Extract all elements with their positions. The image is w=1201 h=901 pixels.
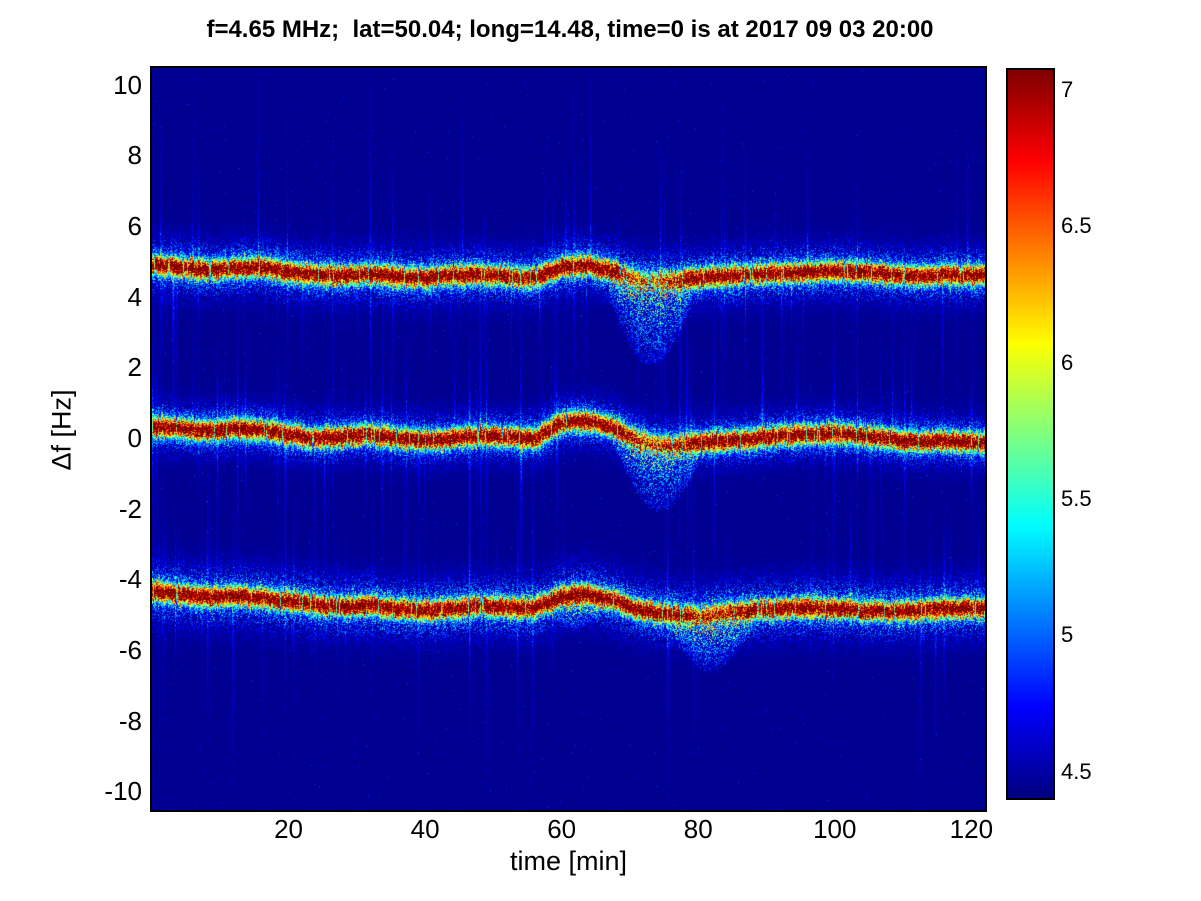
colorbar-canvas (1008, 70, 1053, 798)
y-tick-label: 10 (113, 69, 142, 100)
plot-area (150, 66, 987, 812)
y-tick-label: 4 (127, 281, 142, 312)
y-tick-label: 0 (127, 423, 142, 453)
y-tick-label: -8 (118, 705, 142, 736)
y-tick-label: -6 (118, 635, 142, 665)
y-tick-label: 2 (127, 352, 142, 383)
y-tick-label: -2 (118, 493, 142, 524)
x-tick-label: 100 (813, 814, 857, 844)
y-tick-label: -4 (118, 564, 142, 595)
colorbar-tick-label: 5 (1061, 622, 1074, 648)
colorbar (1006, 68, 1055, 800)
x-tick-label: 40 (410, 814, 440, 844)
y-tick-label: 8 (127, 140, 142, 171)
x-tick-label: 60 (547, 814, 577, 844)
colorbar-tick-label: 7 (1061, 77, 1074, 103)
heatmap-canvas (152, 68, 985, 810)
colorbar-tick-label: 5.5 (1061, 486, 1092, 512)
x-tick-label: 120 (949, 814, 994, 844)
x-tick-label: 80 (683, 814, 713, 844)
chart-title: f=4.65 MHz; lat=50.04; long=14.48, time=… (206, 16, 934, 43)
y-tick-label: -10 (104, 776, 142, 807)
colorbar-tick-label: 4.5 (1061, 758, 1092, 784)
colorbar-tick-label: 6 (1061, 349, 1074, 375)
x-tick-label: 20 (274, 814, 304, 844)
colorbar-tick-label: 6.5 (1061, 213, 1092, 239)
y-tick-label: 6 (127, 211, 142, 241)
x-axis-label: time [min] (509, 846, 628, 876)
